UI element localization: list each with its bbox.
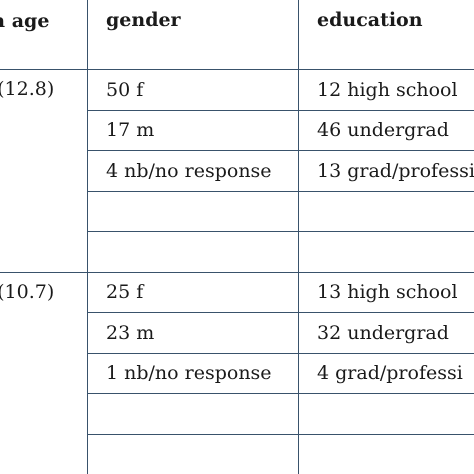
education-cell bbox=[298, 433, 474, 474]
gender-cell: 1 nb/no response bbox=[87, 352, 299, 394]
gender-cell: 50 f bbox=[87, 69, 299, 111]
gender-cell bbox=[87, 433, 299, 474]
gender-cell: 17 m bbox=[87, 109, 299, 151]
education-cell: 32 undergrad bbox=[298, 312, 474, 354]
header-gender: gender bbox=[87, 0, 299, 70]
gender-cell: 23 m bbox=[87, 312, 299, 354]
group-2-mean-age: 5 (10.7) bbox=[0, 271, 88, 474]
gender-cell bbox=[87, 231, 299, 273]
table-row bbox=[0, 190, 474, 232]
table-row: 1 nb/no response 4 grad/professi bbox=[0, 352, 474, 394]
table-row: 17 m 46 undergrad bbox=[0, 109, 474, 151]
education-cell: 4 grad/professi bbox=[298, 352, 474, 394]
header-mean-age-line1: an age bbox=[0, 10, 50, 32]
header-row: an age 0 gender education bbox=[0, 0, 474, 70]
education-cell: 12 high school bbox=[298, 69, 474, 111]
header-mean-age-line2: 0 bbox=[0, 33, 87, 57]
gender-cell bbox=[87, 393, 299, 435]
table-row: 5 (12.8) 50 f 12 high school bbox=[0, 69, 474, 273]
gender-cell: 25 f bbox=[87, 271, 299, 313]
education-cell bbox=[298, 393, 474, 435]
table-row: 5 (10.7) 25 f 13 high school bbox=[0, 271, 474, 474]
header-mean-age: an age 0 bbox=[0, 0, 88, 70]
gender-cell: 4 nb/no response bbox=[87, 150, 299, 192]
education-cell bbox=[298, 231, 474, 273]
education-cell: 13 high school bbox=[298, 271, 474, 313]
header-education: education bbox=[298, 0, 474, 70]
education-cell: 46 undergrad bbox=[298, 109, 474, 151]
education-cell: 13 grad/professi bbox=[298, 150, 474, 192]
group-1-mean-age: 5 (12.8) bbox=[0, 69, 88, 273]
table-row bbox=[0, 231, 474, 273]
gender-cell bbox=[87, 190, 299, 232]
education-cell bbox=[298, 190, 474, 232]
table-row bbox=[0, 433, 474, 474]
